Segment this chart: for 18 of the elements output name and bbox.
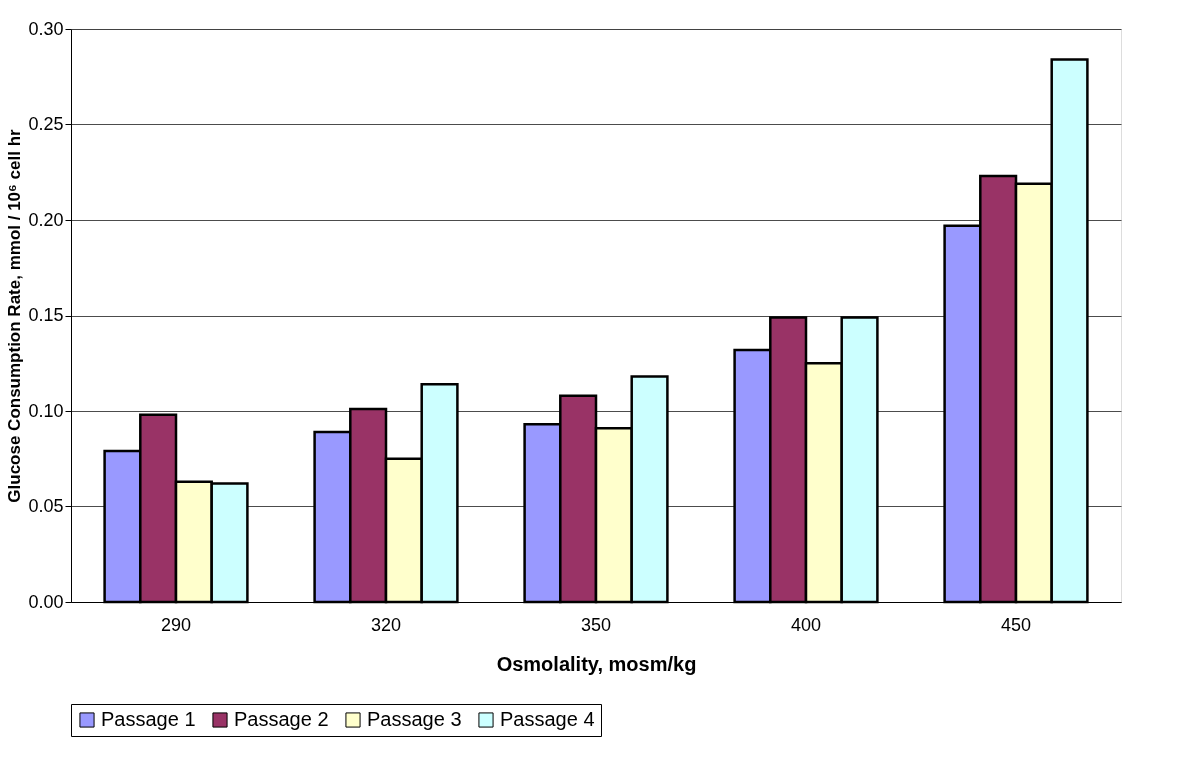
x-tick-label: 350 bbox=[580, 614, 612, 635]
y-tick-label: 0.05 bbox=[28, 496, 64, 516]
x-tick-label: 320 bbox=[370, 614, 402, 635]
x-tick-label: 450 bbox=[1000, 614, 1032, 635]
y-tick-label: 0.10 bbox=[28, 400, 64, 421]
legend-label: Passage 3 bbox=[367, 708, 462, 730]
legend-label: Passage 1 bbox=[101, 708, 196, 730]
y-tick-label: 0.25 bbox=[28, 114, 64, 134]
y-tick-label: 0.30 bbox=[28, 18, 64, 39]
y-axis-title: Glucose Consumption Rate, mmol / 10⁶ cell hr bbox=[5, 128, 25, 503]
x-tick-label: 400 bbox=[790, 614, 822, 635]
x-tick-label: 290 bbox=[160, 614, 192, 635]
y-tick-label: 0.00 bbox=[28, 591, 64, 612]
legend-label: Passage 2 bbox=[234, 708, 329, 730]
y-tick-label: 0.15 bbox=[28, 305, 64, 325]
legend-label: Passage 4 bbox=[500, 708, 595, 730]
y-tick-label: 0.20 bbox=[28, 209, 64, 230]
x-axis-title: Osmolality, mosm/kg bbox=[496, 652, 697, 675]
